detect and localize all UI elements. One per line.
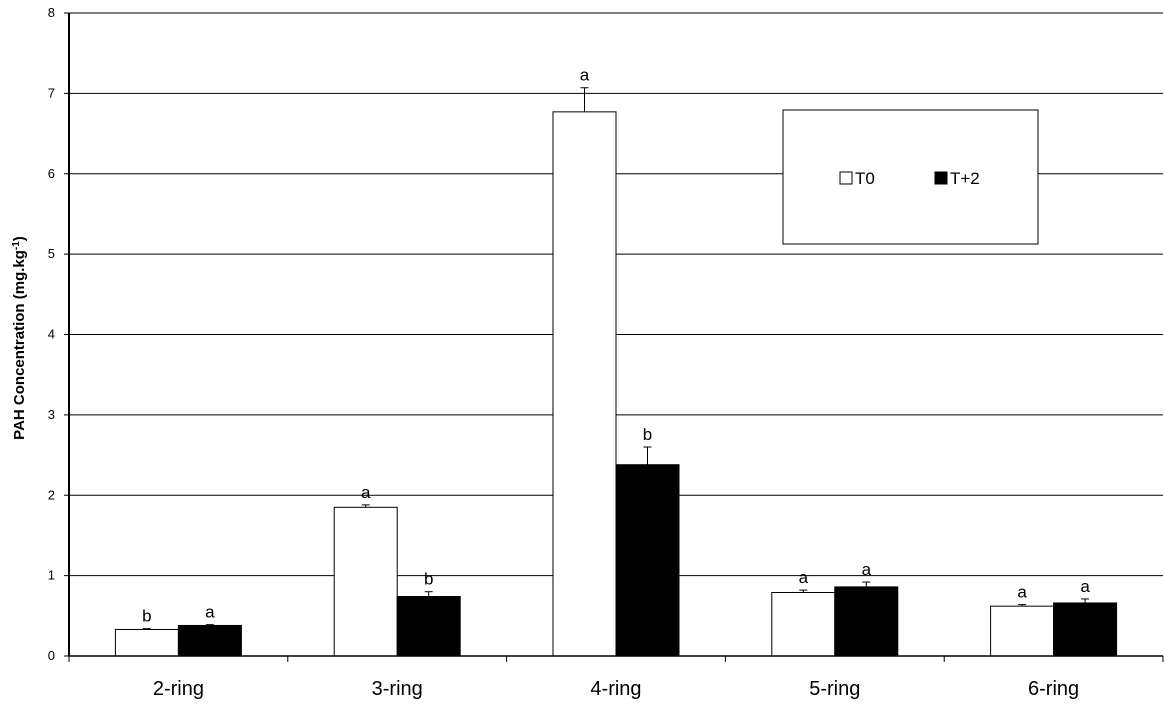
sig-label-T0-2-ring: b [142, 607, 151, 626]
x-tick-label-6-ring: 6-ring [1028, 678, 1079, 700]
y-tick-label-4: 4 [48, 327, 55, 342]
sig-label-T+2-5-ring: a [862, 560, 872, 579]
y-tick-label-2: 2 [48, 487, 55, 502]
legend-swatch-t2 [934, 171, 948, 185]
y-tick-label-1: 1 [48, 568, 55, 583]
legend-label-t2: T+2 [950, 169, 980, 188]
y-tick-label-6: 6 [48, 166, 55, 181]
bar-T+2-4-ring [615, 464, 680, 657]
legend-label-t0: T0 [855, 169, 875, 188]
sig-label-T+2-6-ring: a [1080, 577, 1090, 596]
x-tick-label-5-ring: 5-ring [809, 678, 860, 700]
bar-T0-6-ring [990, 605, 1055, 657]
bar-T0-2-ring [114, 628, 179, 657]
sig-label-T+2-2-ring: a [205, 603, 215, 622]
x-tick-label-3-ring: 3-ring [372, 678, 423, 700]
bars [114, 87, 1118, 657]
sig-label-T+2-3-ring: b [424, 570, 433, 589]
bar-T0-4-ring [552, 111, 617, 657]
y-tick-label-0: 0 [48, 648, 55, 663]
sig-label-T+2-4-ring: b [643, 425, 652, 444]
legend-swatch-t0 [839, 171, 853, 185]
y-axis-title: PAH Concentration (mg.kg-1) [11, 236, 29, 440]
legend-box [782, 109, 1039, 245]
labels: 2-ring b a 3-ring a b 4-ring a b 5-ring a a 6-ring a a [142, 66, 1090, 700]
bar-T+2-5-ring [834, 586, 899, 657]
y-tick-label-5: 5 [48, 246, 55, 261]
legend: T0 T+2 [782, 109, 1039, 245]
bar-T+2-2-ring [177, 624, 242, 657]
bar-T+2-6-ring [1053, 602, 1118, 657]
sig-label-T0-4-ring: a [580, 66, 590, 85]
x-tick-label-2-ring: 2-ring [153, 678, 204, 700]
sig-label-T0-3-ring: a [361, 483, 371, 502]
bar-T0-5-ring [771, 592, 836, 657]
y-tick-label-8: 8 [48, 5, 55, 20]
sig-label-T0-5-ring: a [799, 568, 809, 587]
sig-label-T0-6-ring: a [1017, 583, 1027, 602]
bar-T+2-3-ring [396, 596, 461, 657]
y-tick-label-7: 7 [48, 85, 55, 100]
y-tick-label-3: 3 [48, 407, 55, 422]
axes: 0 1 2 3 4 5 6 7 8 [48, 5, 1164, 663]
bar-T0-3-ring [333, 506, 398, 657]
x-tick-label-4-ring: 4-ring [590, 678, 641, 700]
